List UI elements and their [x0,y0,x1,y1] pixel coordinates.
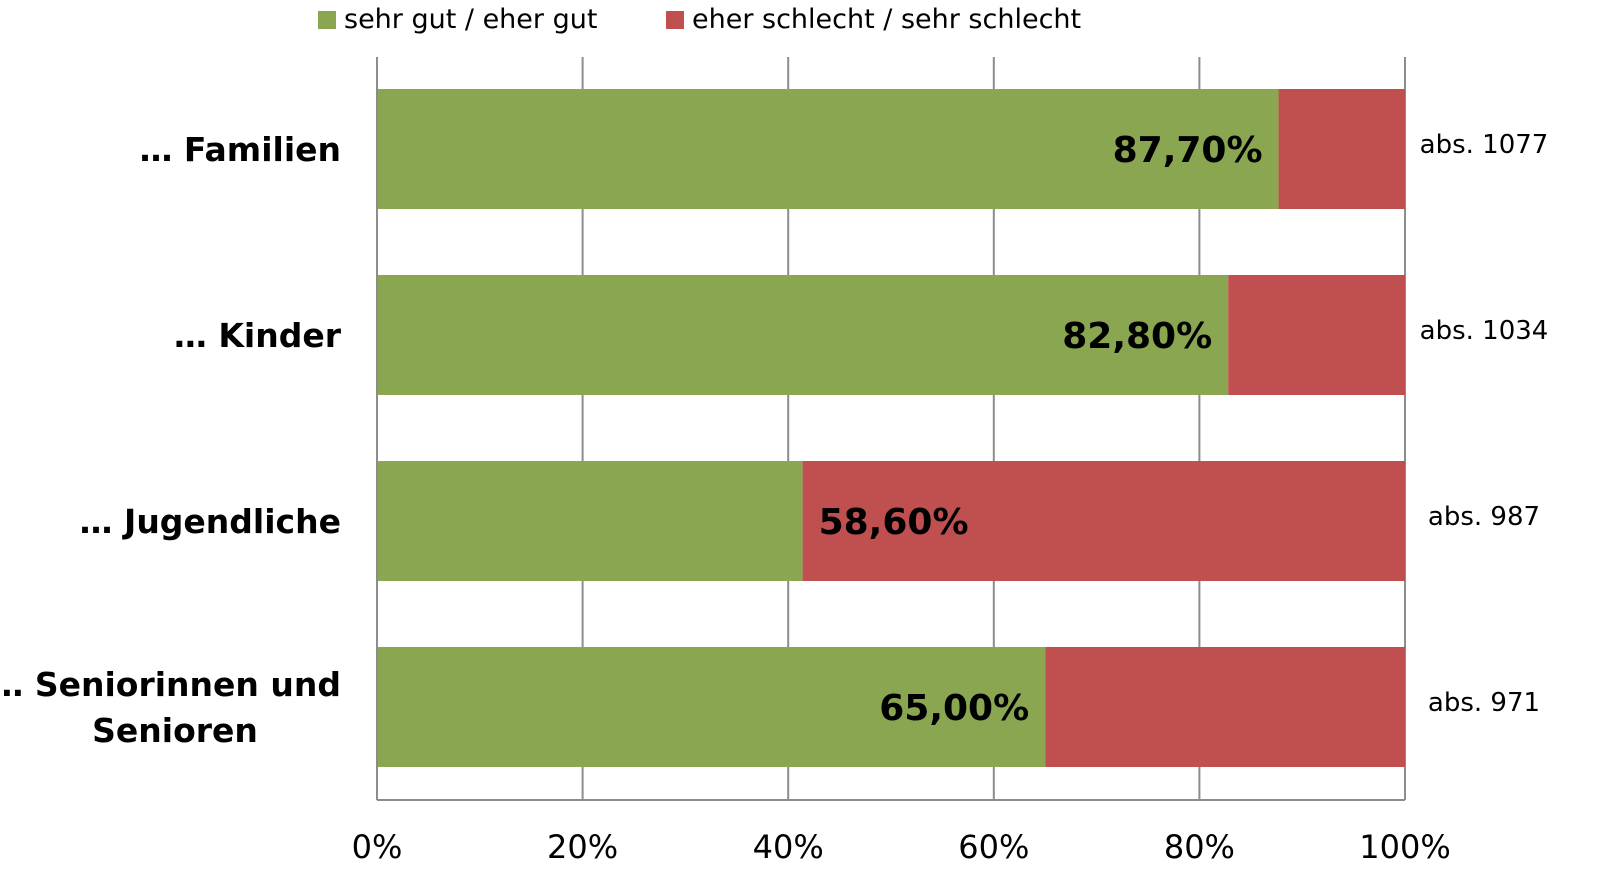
legend-item-positive: sehr gut / eher gut [318,4,597,35]
x-tick-label: 20% [547,828,618,866]
category-label: … Familien [139,130,341,169]
bar-segment-positive [377,89,1279,209]
bar-segment-negative [1045,647,1405,767]
category-label: … Jugendliche [80,502,341,541]
bar-segment-negative [1278,89,1405,209]
legend-label-positive: sehr gut / eher gut [344,4,598,35]
count-annotation: abs. 971 [1428,688,1540,718]
count-annotation: abs. 1034 [1420,316,1549,346]
bar-segment-negative [802,461,1405,581]
x-tick-label: 40% [753,828,824,866]
bar-segment-negative [1228,275,1405,395]
legend-swatch-positive [318,10,336,29]
bar-segment-positive [377,461,803,581]
legend-label-negative: eher schlecht / sehr schlecht [692,4,1082,35]
data-label: 65,00% [879,688,1029,729]
count-annotation: abs. 1077 [1420,130,1549,160]
category-label: … Kinder [174,316,342,355]
x-tick-label: 100% [1359,828,1450,866]
x-tick-label: 0% [352,828,403,866]
legend-item-negative: eher schlecht / sehr schlecht [666,4,1081,35]
x-tick-label: 60% [958,828,1029,866]
x-tick-label: 80% [1164,828,1235,866]
data-label: 82,80% [1062,316,1212,357]
legend-swatch-negative [666,10,684,29]
data-label: 58,60% [819,502,969,543]
category-label: … Seniorinnen und [0,665,341,704]
bar-segment-positive [377,647,1046,767]
category-label: Senioren [92,711,258,750]
bar-segment-positive [377,275,1229,395]
count-annotation: abs. 987 [1428,502,1540,532]
data-label: 87,70% [1113,130,1263,171]
